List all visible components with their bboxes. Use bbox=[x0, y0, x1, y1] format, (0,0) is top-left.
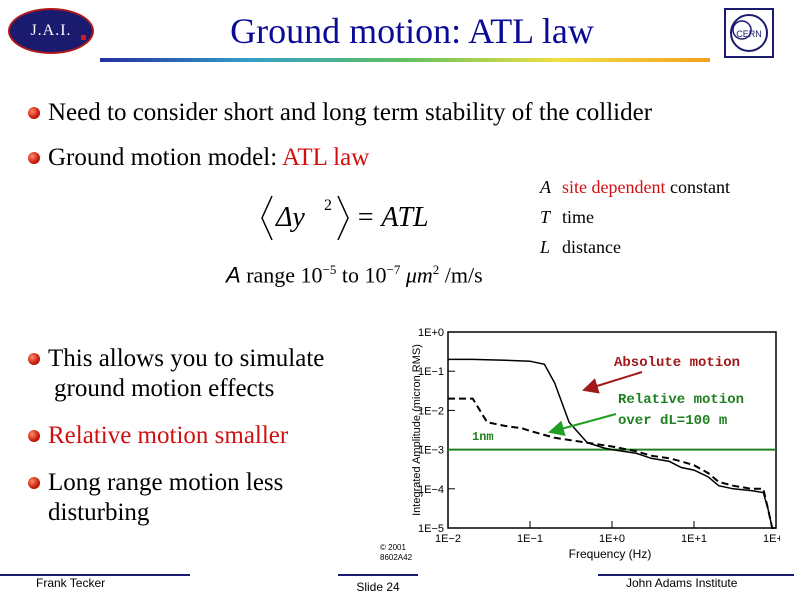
absolute-motion-line bbox=[448, 358, 776, 529]
cern-logo: CERN bbox=[724, 8, 774, 58]
bullet-long-range-line2: disturbing bbox=[48, 499, 150, 526]
jai-logo-text: J.A.I. bbox=[30, 22, 72, 39]
range-symbol: A bbox=[226, 262, 241, 288]
annotation-1nm: 1nm bbox=[472, 430, 494, 444]
jai-logo-mark bbox=[81, 35, 86, 40]
legend-symbol-l: L bbox=[540, 237, 551, 257]
y-tick-label: 1E−4 bbox=[418, 484, 444, 496]
copyright-line1: © 2001 bbox=[380, 543, 406, 552]
legend-distance: distance bbox=[562, 237, 621, 257]
legend-constant: constant bbox=[665, 177, 730, 197]
plot-xlabel: Frequency (Hz) bbox=[569, 547, 652, 561]
bullet-long-range-line1: Long range motion less bbox=[48, 469, 284, 496]
title-underline bbox=[100, 58, 710, 62]
bullet-atl-highlight: ATL law bbox=[282, 144, 370, 171]
bullet-relative-smaller-text: Relative motion smaller bbox=[48, 422, 289, 449]
y-tick-label: 1E−2 bbox=[418, 405, 444, 417]
jai-logo: J.A.I. bbox=[8, 8, 94, 54]
atl-equation: Δy 2 = ATL bbox=[258, 190, 458, 246]
footer-institute: John Adams Institute bbox=[598, 574, 794, 590]
bullet-atl-model-text: Ground motion model: bbox=[48, 144, 283, 171]
bullet-icon bbox=[28, 477, 40, 489]
x-tick-label: 1E+1 bbox=[681, 533, 707, 545]
slide-title: Ground motion: ATL law bbox=[230, 11, 594, 51]
y-tick-label: 1E−3 bbox=[418, 445, 444, 457]
bullet-stability: Need to consider short and long term sta… bbox=[28, 98, 653, 128]
footer-author: Frank Tecker bbox=[0, 574, 190, 590]
x-tick-label: 1E−1 bbox=[517, 533, 543, 545]
bullet-icon bbox=[28, 430, 40, 442]
plot-svg: 1E−2 1E−1 1E+0 1E+1 1E+2 1E+0 1E−1 1E−2 1E−3 1E−4… bbox=[380, 327, 789, 562]
y-tick-label: 1E−1 bbox=[418, 366, 444, 378]
x-tick-label: 1E−2 bbox=[435, 533, 461, 545]
bullet-stability-text: Need to consider short and long term sta… bbox=[48, 99, 653, 126]
annotation-absolute: Absolute motion bbox=[614, 355, 740, 371]
legend-symbol-t: T bbox=[540, 207, 551, 227]
bullet-atl-model: Ground motion model: ATL law bbox=[28, 143, 370, 173]
bullet-icon bbox=[28, 353, 40, 365]
annotation-relative-line2: over dL=100 m bbox=[618, 413, 727, 429]
legend-site-dependent: site dependent bbox=[562, 177, 666, 197]
bullet-icon bbox=[28, 152, 40, 164]
bullet-relative-smaller: Relative motion smaller bbox=[28, 421, 289, 451]
arrow-absolute bbox=[582, 371, 643, 394]
y-tick-label: 1E−5 bbox=[418, 523, 444, 535]
arrow-relative bbox=[548, 413, 617, 437]
equation-rhs: = ATL bbox=[356, 202, 429, 233]
cern-logo-text: CERN bbox=[736, 29, 762, 39]
x-tick-label: 1E+0 bbox=[599, 533, 625, 545]
range-text-mid: to 10 bbox=[336, 262, 387, 288]
cern-logo-graphic: CERN bbox=[730, 14, 768, 52]
plot-ylabel: Integrated Amplitude (micron RMS) bbox=[411, 344, 423, 516]
range-exp1: −5 bbox=[322, 262, 337, 277]
bullet-simulate: This allows you to simulate ground motio… bbox=[28, 344, 325, 404]
ground-motion-plot: 1E−2 1E−1 1E+0 1E+1 1E+2 1E+0 1E−1 1E−2 1E−3 1E−4… bbox=[370, 320, 789, 570]
range-text-before: range 10 bbox=[240, 262, 323, 288]
bullet-simulate-line2: ground motion effects bbox=[54, 375, 275, 402]
y-tick-label: 1E+0 bbox=[418, 327, 444, 339]
annotation-relative-line1: Relative motion bbox=[618, 392, 744, 408]
range-units: μm bbox=[400, 262, 433, 288]
range-exp2: −7 bbox=[386, 262, 401, 277]
legend-symbol-a: A bbox=[540, 177, 551, 197]
footer-slide-number: Slide 24 bbox=[338, 574, 418, 594]
bullet-simulate-line1: This allows you to simulate bbox=[48, 345, 325, 372]
a-range-statement: A range 10−5 to 10−7 μm2 /m/s bbox=[226, 262, 483, 288]
relative-motion-line bbox=[448, 397, 776, 529]
bullet-long-range: Long range motion less disturbing bbox=[28, 468, 284, 528]
right-angle-bracket bbox=[337, 195, 349, 241]
range-units-tail: /m/s bbox=[439, 262, 483, 288]
equation-exponent: 2 bbox=[324, 197, 332, 214]
x-tick-label: 1E+2 bbox=[763, 533, 780, 545]
bullet-icon bbox=[28, 107, 40, 119]
equation-delta-y: Δy bbox=[275, 202, 305, 233]
range-units-exp: 2 bbox=[432, 262, 440, 277]
legend-time: time bbox=[562, 207, 594, 227]
copyright-line2: 8602A42 bbox=[380, 553, 413, 562]
left-angle-bracket bbox=[261, 195, 273, 241]
